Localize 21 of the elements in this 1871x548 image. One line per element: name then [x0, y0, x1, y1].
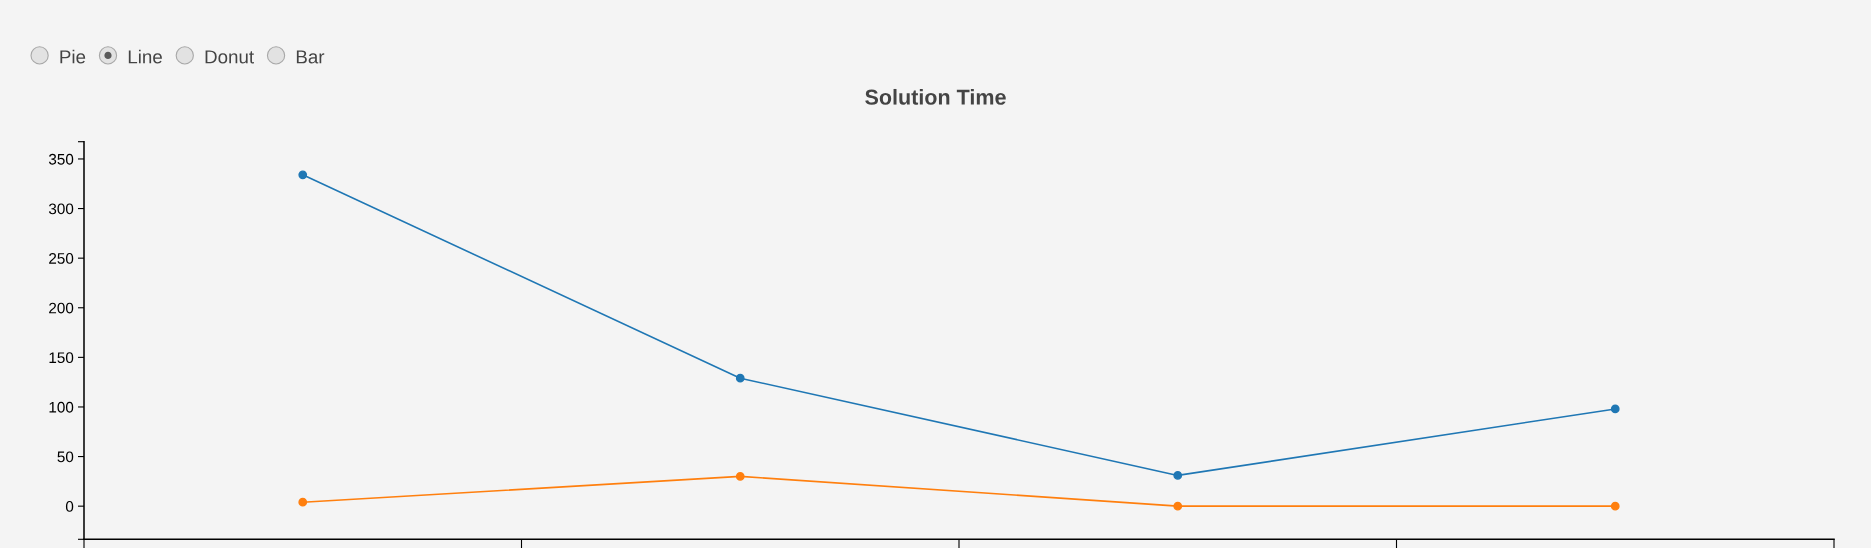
- point: [1610, 501, 1620, 511]
- point: [298, 497, 308, 507]
- text: Line: [128, 49, 162, 64]
- chart-title: Solution Time: [865, 88, 1006, 105]
- point: [1173, 471, 1183, 480]
- text: Donut: [205, 50, 254, 64]
- y-tick-label: 50: [57, 451, 74, 463]
- y-tick-label: 100: [49, 401, 74, 413]
- point: [298, 170, 308, 180]
- text: Pie: [60, 49, 86, 64]
- y-tick-label: 300: [48, 203, 74, 215]
- point: [735, 472, 745, 481]
- text: Bar: [296, 50, 325, 64]
- point: [1610, 404, 1620, 414]
- point: [735, 373, 745, 383]
- point: [1173, 501, 1183, 511]
- y-tick-label: 250: [49, 253, 74, 264]
- y-tick-label: 350: [48, 153, 74, 165]
- y-tick-label: 200: [49, 302, 74, 314]
- y-tick-label: 150: [49, 352, 74, 364]
- y-tick-label: 0: [65, 501, 74, 512]
